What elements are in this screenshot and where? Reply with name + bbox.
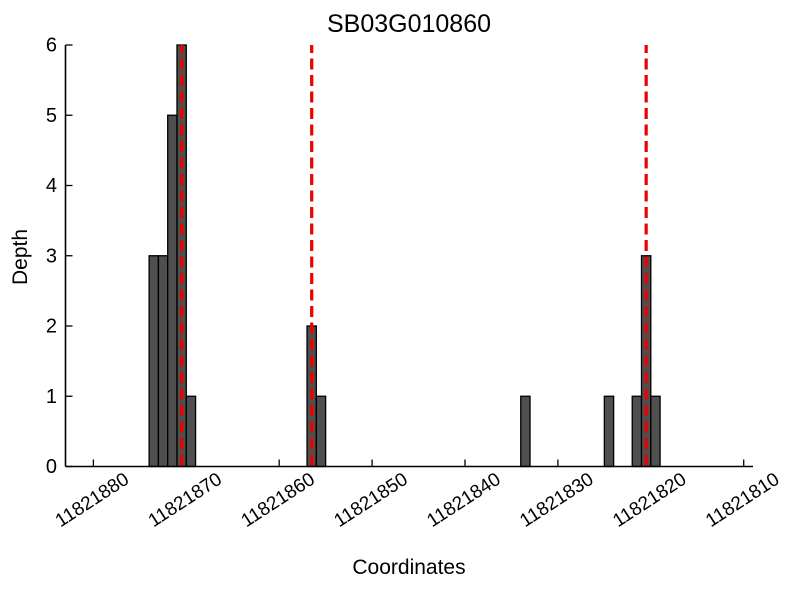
x-tick-label: 11821860 xyxy=(238,469,319,532)
y-tick-label: 0 xyxy=(46,456,57,478)
depth-bar xyxy=(185,395,197,468)
y-tick-label: 5 xyxy=(46,105,57,127)
y-tick-label: 4 xyxy=(46,175,57,197)
x-tick-label: 11821830 xyxy=(516,469,597,532)
depth-bar xyxy=(520,395,531,468)
x-tick-label: 11821840 xyxy=(423,469,504,532)
x-tick-label: 11821810 xyxy=(702,469,783,532)
y-axis-label: Depth xyxy=(9,228,32,286)
depth-bar xyxy=(315,395,327,468)
x-tick-label: 11821850 xyxy=(331,469,412,532)
y-tick-label: 1 xyxy=(46,386,57,408)
depth-bar xyxy=(148,255,160,468)
depth-bar xyxy=(167,114,178,468)
x-tick-label: 11821870 xyxy=(145,469,226,532)
y-tick-label: 3 xyxy=(46,245,57,267)
x-tick-label: 11821820 xyxy=(609,469,690,532)
chart-title: SB03G010860 xyxy=(326,10,492,38)
x-tick-label: 11821880 xyxy=(52,469,133,532)
x-axis-label: Coordinates xyxy=(352,556,466,579)
depth-bar xyxy=(603,395,615,468)
y-tick-label: 2 xyxy=(46,316,57,338)
y-tick-label: 6 xyxy=(46,35,57,57)
depth-bar xyxy=(650,395,661,468)
depth-bar xyxy=(157,255,169,468)
depth-bar xyxy=(631,395,643,468)
